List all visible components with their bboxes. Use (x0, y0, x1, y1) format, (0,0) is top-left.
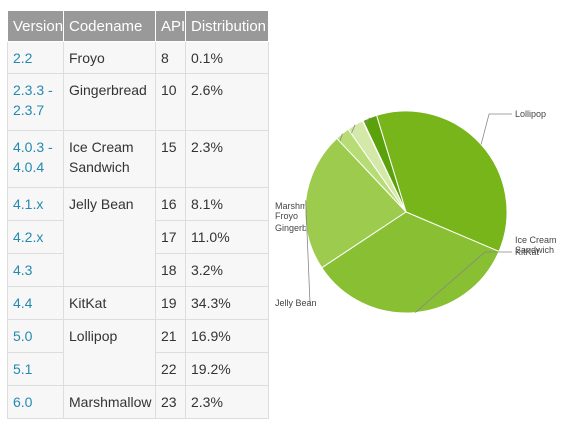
table-row: 2.2 Froyo 8 0.1% (7, 41, 269, 74)
slice-label-gingerbread: Gingerbread (275, 223, 325, 233)
version-cell[interactable]: 2.2 (7, 41, 64, 74)
pie-slice-lollipop (375, 110, 508, 253)
distribution-cell: 16.9% (185, 319, 269, 353)
api-cell: 10 (155, 73, 186, 131)
header-distribution: Distribution (185, 10, 269, 42)
table-row: 4.2.x 17 11.0% (7, 220, 269, 254)
table-row: 4.0.3 - 4.0.4 Ice Cream Sandwich 15 2.3% (7, 130, 269, 188)
distribution-table: Version Codename API Distribution 2.2 Fr… (7, 10, 269, 419)
distribution-cell: 2.3% (185, 385, 269, 419)
table-row: 2.3.3 - 2.3.7 Gingerbread 10 2.6% (7, 73, 269, 131)
slice-label-froyo: Froyo (275, 211, 298, 221)
table-row: 5.1 22 19.2% (7, 352, 269, 386)
version-cell[interactable]: 4.0.3 - 4.0.4 (7, 130, 64, 188)
slice-label-ice-cream-sandwich: Ice Cream Sandwich (515, 235, 557, 255)
leader-line-kitkat (414, 251, 512, 313)
api-cell: 16 (155, 187, 186, 221)
header-codename: Codename (63, 10, 156, 42)
table-row: 4.4 KitKat 19 34.3% (7, 286, 269, 320)
version-cell[interactable]: 5.1 (7, 352, 64, 386)
version-cell[interactable]: 4.2.x (7, 220, 64, 254)
codename-cell: KitKat (63, 286, 156, 320)
distribution-cell: 3.2% (185, 253, 269, 287)
distribution-cell: 8.1% (185, 187, 269, 221)
api-cell: 23 (155, 385, 186, 419)
version-cell[interactable]: 5.0 (7, 319, 64, 353)
distribution-cell: 34.3% (185, 286, 269, 320)
leader-line-jelly-bean (305, 200, 311, 304)
slice-label-marshmallow: Marshmallow (275, 201, 329, 211)
codename-line: Ice Cream Sandwich (69, 139, 134, 175)
table-row: 4.1.x Jelly Bean 16 8.1% (7, 187, 269, 287)
slice-label-lollipop: Lollipop (515, 109, 546, 119)
distribution-cell: 11.0% (185, 220, 269, 254)
api-cell: 18 (155, 253, 186, 287)
leader-line-lollipop (480, 113, 512, 145)
slice-label-kitkat: KitKat (515, 247, 540, 257)
table-row: 4.3 18 3.2% (7, 253, 269, 287)
distribution-cell: 2.3% (185, 130, 269, 188)
api-cell: 8 (155, 41, 186, 74)
codename-cell: Gingerbread (63, 73, 156, 131)
header-api: API (155, 10, 186, 42)
distribution-cell: 19.2% (185, 352, 269, 386)
version-cell[interactable]: 6.0 (7, 385, 64, 419)
api-cell: 19 (155, 286, 186, 320)
pie-slice-kitkat (321, 211, 500, 314)
header-version: Version (7, 10, 64, 42)
codename-cell: Froyo (63, 41, 156, 74)
version-line: 2.3.3 - 2.3.7 (13, 82, 53, 118)
version-cell[interactable]: 4.3 (7, 253, 64, 287)
codename-cell: Ice Cream Sandwich (63, 130, 156, 188)
slice-label-jelly-bean: Jelly Bean (275, 298, 317, 308)
codename-cell: Lollipop (63, 319, 156, 386)
version-cell[interactable]: 4.4 (7, 286, 64, 320)
version-cell[interactable]: 2.3.3 - 2.3.7 (7, 73, 64, 131)
table-header-row: Version Codename API Distribution (7, 10, 269, 42)
pie-chart-container: Lollipop Marshmallow Froyo Gingerbread Ice C… (270, 60, 578, 370)
api-cell: 15 (155, 130, 186, 188)
distribution-table-container: Version Codename API Distribution 2.2 Fr… (7, 10, 269, 419)
table-row: 6.0 Marshmallow 23 2.3% (7, 385, 269, 419)
table-row: 5.0 Lollipop 21 16.9% (7, 319, 269, 386)
version-cell[interactable]: 4.1.x (7, 187, 64, 221)
codename-cell: Jelly Bean (63, 187, 156, 287)
api-cell: 17 (155, 220, 186, 254)
api-cell: 22 (155, 352, 186, 386)
api-cell: 21 (155, 319, 186, 353)
version-line: 4.0.3 - 4.0.4 (13, 139, 53, 175)
distribution-cell: 2.6% (185, 73, 269, 131)
codename-cell: Marshmallow (63, 385, 156, 419)
distribution-cell: 0.1% (185, 41, 269, 74)
